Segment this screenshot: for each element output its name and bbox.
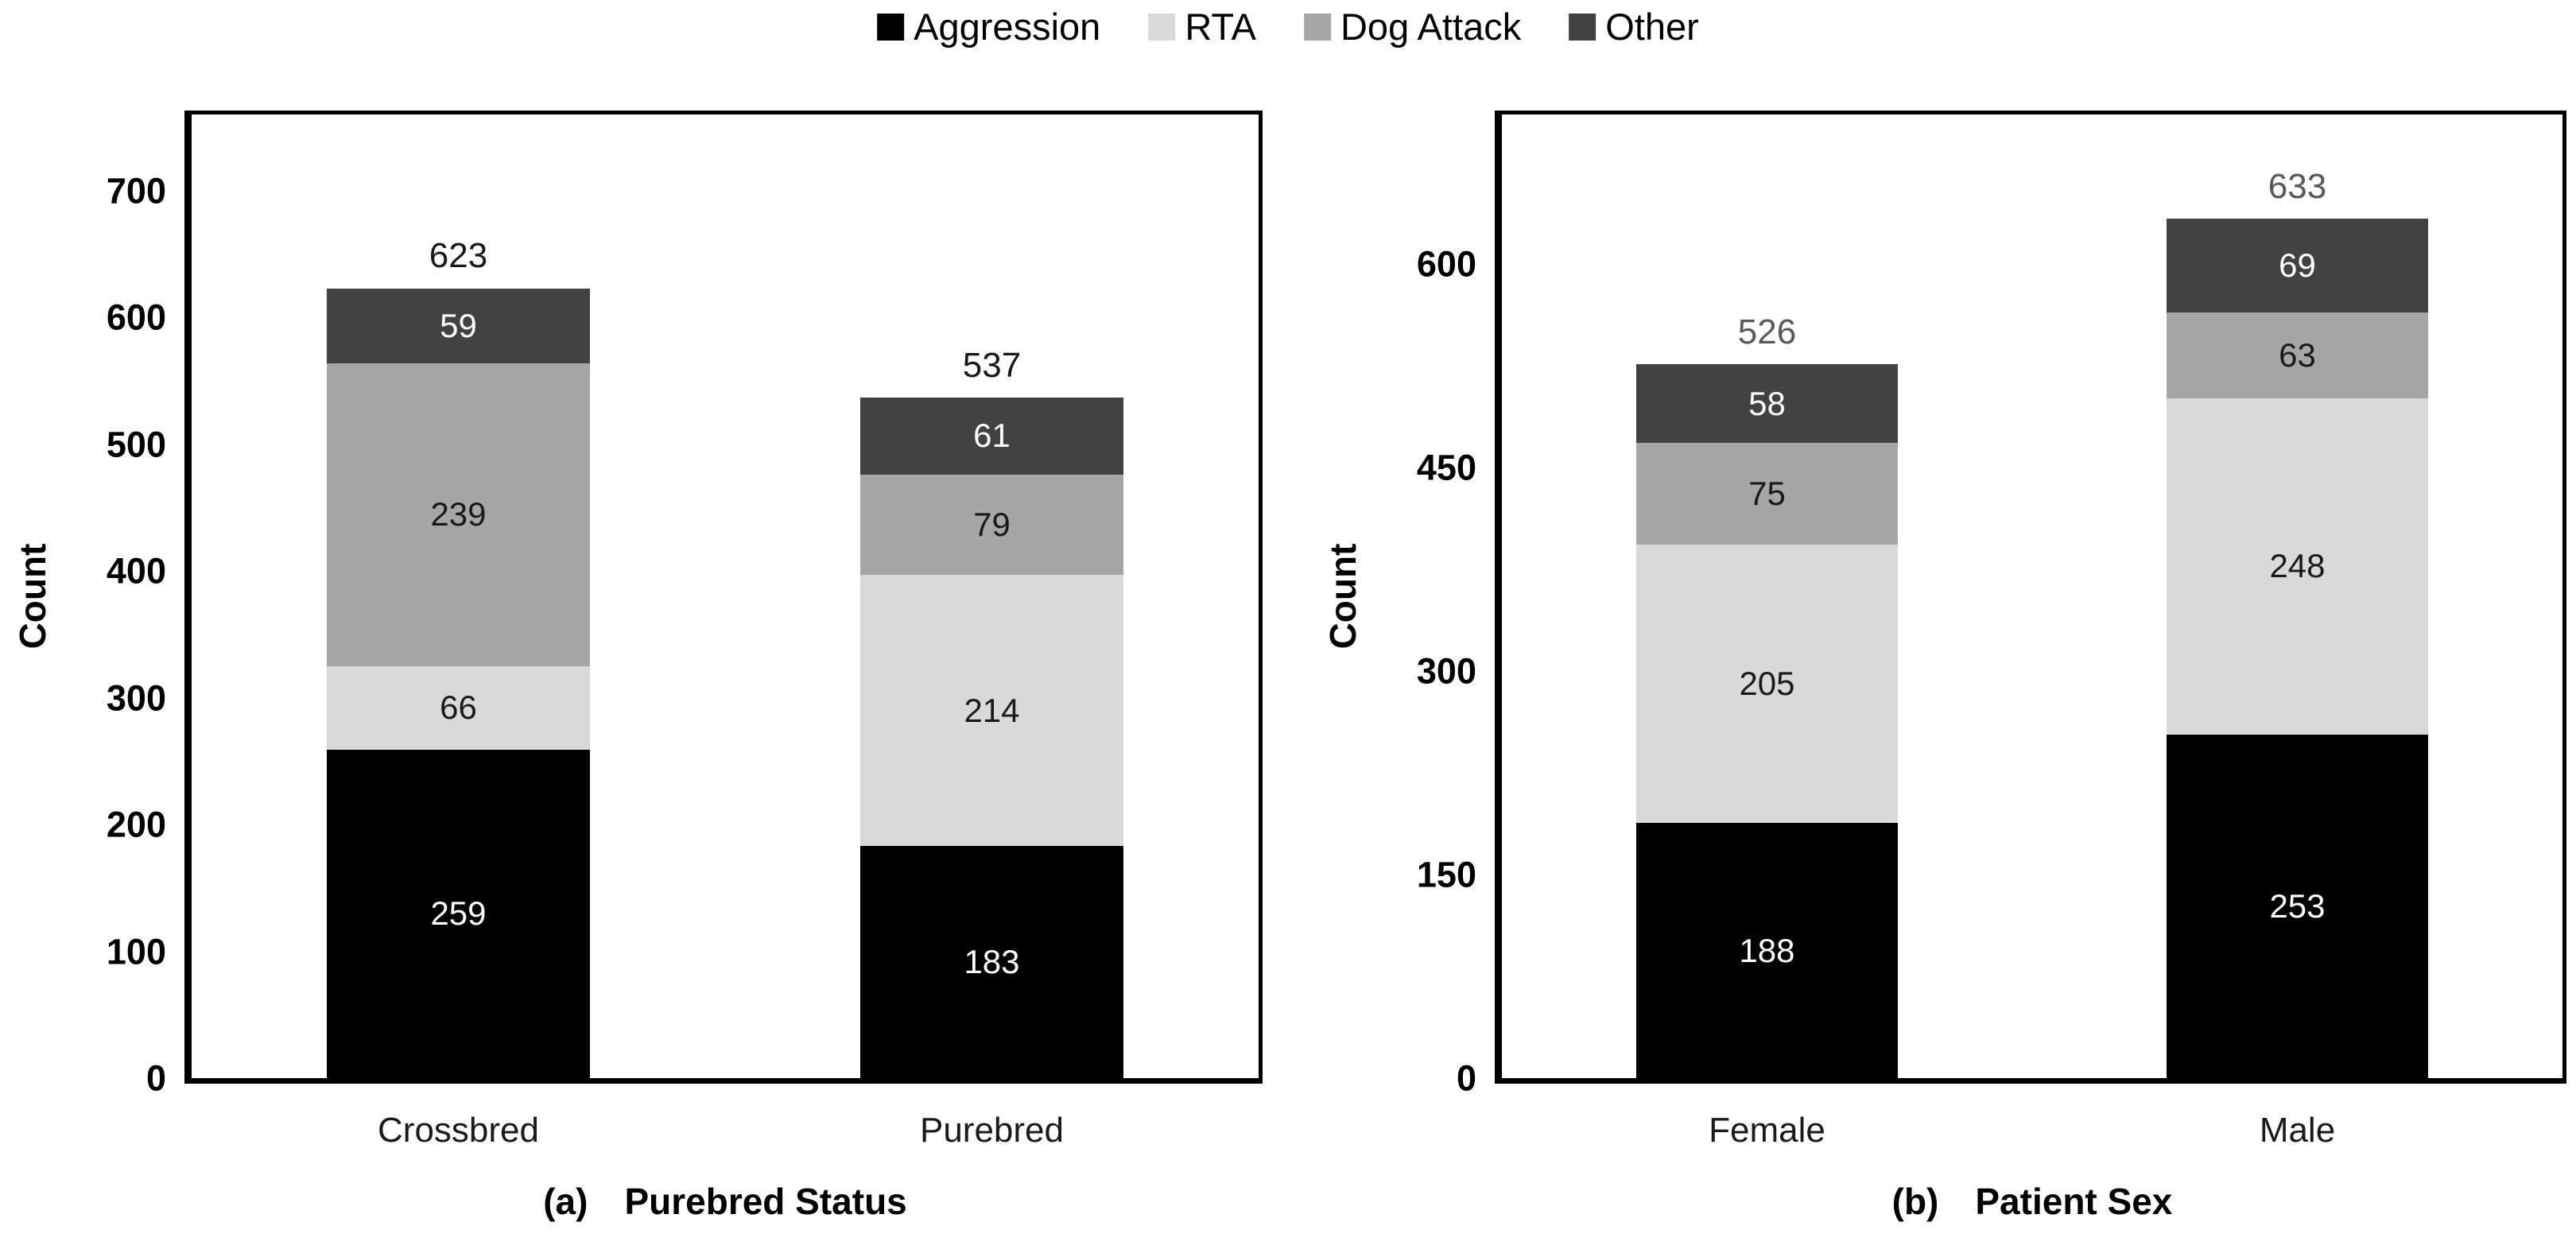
legend-item-rta: RTA [1148, 6, 1256, 48]
legend-label: Aggression [914, 6, 1101, 48]
legend-swatch-aggression-icon [877, 13, 905, 41]
segment-value: 79 [973, 505, 1011, 543]
legend-item-dog-attack: Dog Attack [1303, 6, 1522, 48]
legend-swatch-rta-icon [1148, 13, 1176, 41]
y-tick-label: 300 [1416, 650, 1476, 692]
stacked-bar-crossbred: 259 66 239 59 [327, 288, 590, 1078]
stacked-bar-purebred: 183 214 79 61 [860, 397, 1123, 1078]
segment-value: 69 [2279, 246, 2316, 285]
legend-label: Dog Attack [1340, 6, 1522, 48]
stacked-bar-female: 188 205 75 58 [1636, 364, 1898, 1078]
segment-value: 253 [2269, 887, 2326, 925]
total-label-purebred: 537 [962, 345, 1022, 385]
legend-label: RTA [1185, 6, 1256, 48]
chart-legend: Aggression RTA Dog Attack Other [877, 6, 1699, 48]
legend-item-other: Other [1569, 6, 1699, 48]
segment-dog-attack-male: 63 [2167, 312, 2428, 398]
segment-value: 63 [2279, 336, 2316, 374]
y-tick-label: 400 [106, 550, 166, 592]
panel-caption-a: (a) Purebred Status [192, 1183, 1259, 1220]
segment-dog-attack-purebred: 79 [860, 474, 1123, 575]
segment-value: 259 [430, 894, 487, 933]
caption-index-b: (b) [1891, 1181, 1939, 1222]
chart-panel-a: Count (a) Purebred Status 0 100 200 300 400 5… [12, 111, 1263, 1220]
segment-value: 183 [964, 943, 1020, 981]
total-label-male: 633 [2268, 167, 2327, 207]
segment-other-male: 69 [2167, 219, 2428, 313]
segment-dog-attack-female: 75 [1636, 443, 1898, 545]
segment-aggression-crossbred: 259 [327, 749, 590, 1078]
y-tick-label: 150 [1416, 854, 1476, 895]
y-tick-label: 700 [106, 170, 166, 211]
segment-rta-male: 248 [2167, 398, 2428, 735]
segment-value: 248 [2269, 547, 2326, 585]
segment-rta-crossbred: 66 [327, 665, 590, 750]
segment-value: 59 [440, 306, 477, 344]
chart-panel-b: Count (b) Patient Sex 0 150 300 450 600 526 18… [1322, 111, 2566, 1220]
segment-value: 75 [1748, 475, 1786, 513]
total-label-crossbred: 623 [429, 236, 488, 276]
y-tick-label: 100 [106, 931, 166, 972]
segment-value: 61 [973, 417, 1011, 455]
segment-aggression-male: 253 [2167, 735, 2428, 1078]
segment-aggression-female: 188 [1636, 823, 1898, 1078]
legend-swatch-dog-attack-icon [1303, 13, 1331, 41]
segment-rta-female: 205 [1636, 545, 1898, 824]
segment-value: 205 [1739, 665, 1795, 703]
legend-swatch-other-icon [1569, 13, 1596, 41]
y-tick-label: 500 [106, 424, 166, 465]
y-tick-label: 200 [106, 804, 166, 845]
y-tick-label: 600 [1416, 243, 1476, 285]
caption-text-a: Purebred Status [624, 1181, 907, 1222]
segment-value: 58 [1748, 384, 1786, 422]
segment-other-crossbred: 59 [327, 288, 590, 363]
segment-aggression-purebred: 183 [860, 846, 1123, 1078]
panel-caption-b: (b) Patient Sex [1502, 1183, 2562, 1220]
y-tick-label: 450 [1416, 447, 1476, 488]
segment-other-female: 58 [1636, 364, 1898, 444]
total-label-female: 526 [1737, 312, 1797, 352]
segment-value: 239 [430, 495, 487, 533]
caption-text-b: Patient Sex [1975, 1181, 2173, 1222]
y-tick-label: 600 [106, 297, 166, 338]
stacked-bar-male: 253 248 63 69 [2167, 219, 2428, 1078]
segment-other-purebred: 61 [860, 397, 1123, 475]
y-axis-title-a: Count [12, 543, 53, 650]
segment-value: 66 [440, 689, 477, 727]
y-axis-title-b: Count [1322, 543, 1364, 650]
segment-value: 188 [1739, 931, 1795, 969]
segment-rta-purebred: 214 [860, 574, 1123, 847]
x-category-label-purebred: Purebred [919, 1111, 1065, 1150]
caption-index-a: (a) [543, 1181, 588, 1222]
segment-dog-attack-crossbred: 239 [327, 363, 590, 666]
y-tick-label: 300 [106, 677, 166, 719]
y-tick-label: 0 [1456, 1057, 1476, 1099]
x-category-label-crossbred: Crossbred [378, 1111, 539, 1150]
x-category-label-female: Female [1709, 1111, 1825, 1150]
legend-label: Other [1605, 6, 1699, 48]
legend-item-aggression: Aggression [877, 6, 1100, 48]
y-tick-label: 0 [145, 1057, 166, 1099]
x-category-label-male: Male [2259, 1111, 2336, 1150]
segment-value: 214 [964, 691, 1020, 729]
